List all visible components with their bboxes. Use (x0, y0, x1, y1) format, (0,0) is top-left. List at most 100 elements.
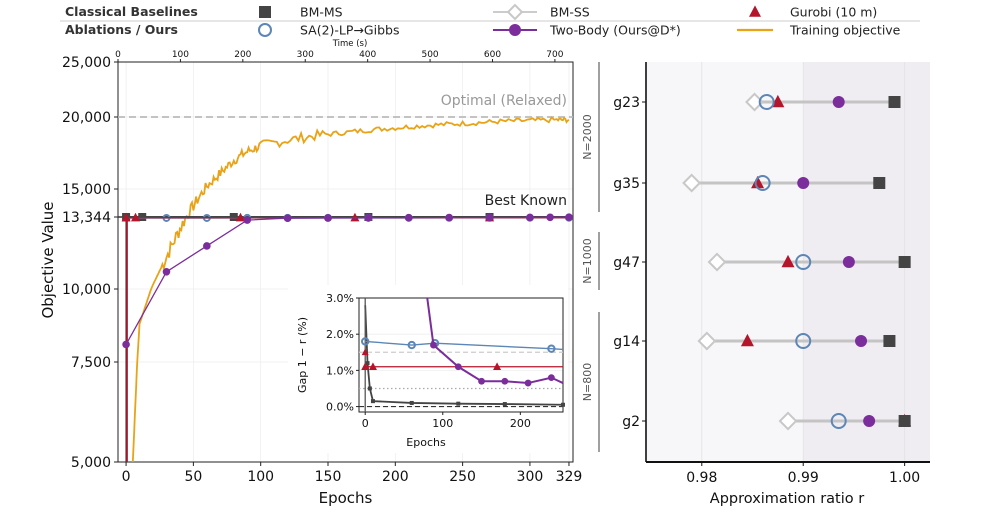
ratio-point-gurobi-g35 (751, 175, 765, 189)
main-point-twobody-8 (445, 213, 453, 222)
ratio-point-bm_ms-g47 (898, 256, 911, 268)
legend-title-ablations: Ablations / Ours (65, 22, 178, 37)
inset-ytick-label-2: 2.0% (326, 328, 354, 341)
ratio-point-gurobi-g14 (740, 333, 754, 347)
inset-frame (358, 297, 564, 413)
legend-label-bm_ss: BM-SS (550, 5, 590, 20)
inset-xtick-label-1: 100 (432, 417, 453, 430)
ratio-point-twobody-g35 (797, 177, 810, 189)
ratio-point-twobody-g23 (832, 96, 845, 108)
legend-entry-bm_ss: BM-SS (493, 3, 590, 21)
main-ref-optimal-label: Optimal (Relaxed) (441, 93, 567, 109)
ratio-point-bm_ss-g47 (707, 252, 727, 272)
inset-point-sa2-1 (407, 340, 416, 350)
ratio-point-gurobi-g47 (781, 254, 795, 268)
ratio-row-label-g35: g35 (613, 176, 640, 192)
ratio-point-twobody-g2 (863, 415, 876, 427)
main-top-xtick-label-2: 200 (234, 50, 251, 60)
main-chart: Optimal (Relaxed) Best Known 5,000 7,500 10,… (39, 39, 582, 507)
inset-point-gurobi-extra (361, 348, 369, 356)
ratio-row-g14: g14 (613, 331, 896, 351)
ratio-point-bm_ss-g35 (682, 173, 702, 193)
inset-point-twobody-6 (547, 374, 555, 382)
ratio-point-bm_ms-g2 (898, 415, 911, 427)
main-top-xtick-label-3: 300 (297, 50, 314, 60)
legend-entry-gurobi: Gurobi (10 m) (749, 5, 877, 20)
inset-point-bm_ms-6 (502, 402, 507, 407)
legend-marker-gurobi (749, 5, 761, 17)
legend-label-training: Training objective (789, 23, 901, 38)
ratio-point-twobody-g47 (842, 256, 855, 268)
inset-background (288, 285, 568, 453)
main-point-gurobi-0 (121, 212, 131, 222)
main-frame (117, 61, 574, 463)
legend-entry-sa2: SA(2)-LP→Gibbs (258, 23, 399, 38)
ratio-group-label-2: N=800 (581, 363, 594, 401)
legend-label-twobody: Two-Body (Ours@D*) (549, 23, 681, 38)
main-ytick-label-0: 5,000 (71, 455, 111, 471)
ratio-row-label-g47: g47 (613, 255, 640, 271)
main-xtick-label-3: 150 (315, 469, 342, 485)
ratio-point-bm_ms-g14 (883, 335, 896, 347)
main-top-xtick-label-1: 100 (172, 50, 189, 60)
main-point-twobody-11 (546, 213, 554, 222)
inset-point-gurobi-1 (368, 362, 377, 370)
inset-point-sa2-0 (361, 337, 370, 346)
inset-ytick-label-1: 1.0% (326, 364, 354, 377)
inset-point-bm_ms-2 (367, 386, 372, 391)
inset-point-twobody-4 (501, 377, 509, 385)
main-xtick-label-4: 200 (382, 469, 409, 485)
main-point-twobody-6 (364, 214, 373, 222)
main-point-twobody-12 (565, 213, 573, 221)
main-point-twobody-3 (243, 216, 252, 224)
ratio-xlabel: Approximation ratio r (710, 491, 864, 507)
ratio-point-sa2-g23 (758, 94, 775, 110)
ratio-point-bm_ms-g23 (888, 96, 901, 108)
legend-label-sa2: SA(2)-LP→Gibbs (300, 23, 399, 38)
inset-xtick-label-0: 0 (362, 417, 369, 430)
legend: Classical Baselines Ablations / Ours BM-MS… (60, 3, 920, 38)
ratio-point-sa2-g14 (795, 333, 812, 349)
inset-point-twobody-1 (430, 341, 437, 349)
main-ref-best-label: Best Known (485, 193, 567, 209)
main-xtick-label-1: 50 (184, 469, 202, 485)
main-point-twobody-2 (203, 242, 211, 250)
legend-entry-twobody: Two-Body (Ours@D*) (493, 23, 681, 38)
main-point-twobody-1 (162, 267, 171, 276)
ratio-row-label-g2: g2 (622, 414, 640, 430)
legend-entry-training: Training objective (737, 23, 901, 38)
main-point-twobody-4 (283, 214, 292, 222)
ratio-point-bm_ss-g14 (697, 331, 717, 351)
inset-chart: 0.0% 1.0% 2.0% 3.0% 0 100 200 Epochs Gap 1 − r (… (288, 285, 568, 453)
inset-point-gurobi-2 (493, 362, 502, 370)
inset-point-sa2-3 (547, 344, 556, 353)
main-ytick-label-3: 13,344 (62, 210, 111, 226)
inset-point-bm_ms-4 (409, 400, 414, 405)
main-xtick-label-7: 329 (556, 469, 583, 485)
main-xtick-label-5: 250 (449, 469, 476, 485)
main-top-xtick-label-5: 500 (421, 50, 438, 60)
main-point-twobody-0 (122, 340, 130, 349)
main-series-training (131, 116, 570, 463)
main-ytick-label-4: 15,000 (62, 182, 111, 198)
inset-point-bm_ms-7 (561, 402, 565, 407)
ratio-chart: g23 g35 g47 g14 g2 N=2000 N=1000 N=800 0.98 0.99 1… (581, 62, 930, 507)
inset-point-twobody-5 (524, 379, 532, 387)
main-top-xtick-label-6: 600 (484, 50, 501, 60)
inset-point-bm_ms-5 (456, 401, 461, 406)
main-point-twobody-9 (485, 213, 494, 222)
ratio-point-bm_ss-g2 (778, 411, 798, 431)
main-top-xtick-label-4: 400 (359, 50, 376, 60)
ratio-xtick-label-1: 0.99 (788, 470, 819, 486)
ratio-xtick-label-2: 1.00 (889, 470, 920, 486)
main-point-bm_ms-2 (229, 213, 238, 221)
legend-marker-bm_ms (259, 6, 271, 18)
ratio-point-sa2-g2 (830, 413, 847, 429)
main-point-twobody-5 (324, 214, 332, 222)
inset-point-twobody-2 (454, 363, 462, 371)
main-xtick-label-2: 100 (247, 469, 274, 485)
legend-label-bm_ms: BM-MS (300, 5, 343, 20)
ratio-point-sa2-g47 (795, 254, 812, 270)
inset-point-bm_ms-3 (370, 399, 375, 404)
